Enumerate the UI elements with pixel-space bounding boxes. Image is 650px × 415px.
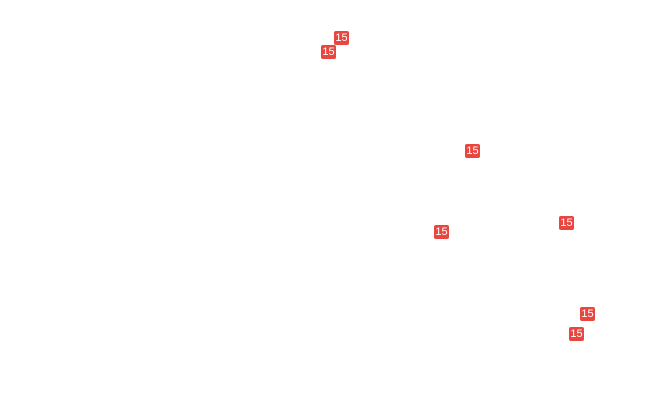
route-marker[interactable]: 15 [321,45,336,59]
route-marker[interactable]: 15 [465,144,480,158]
route-marker[interactable]: 15 [334,31,349,45]
route-marker[interactable]: 15 [569,327,584,341]
marker-label: 15 [435,226,448,238]
route-marker[interactable]: 15 [580,307,595,321]
route-marker[interactable]: 15 [434,225,449,239]
marker-label: 15 [570,328,583,340]
marker-label: 15 [335,32,348,44]
marker-label: 15 [466,145,479,157]
marker-label: 15 [581,308,594,320]
route-marker[interactable]: 15 [559,216,574,230]
marker-label: 15 [560,217,573,229]
marker-label: 15 [322,46,335,58]
